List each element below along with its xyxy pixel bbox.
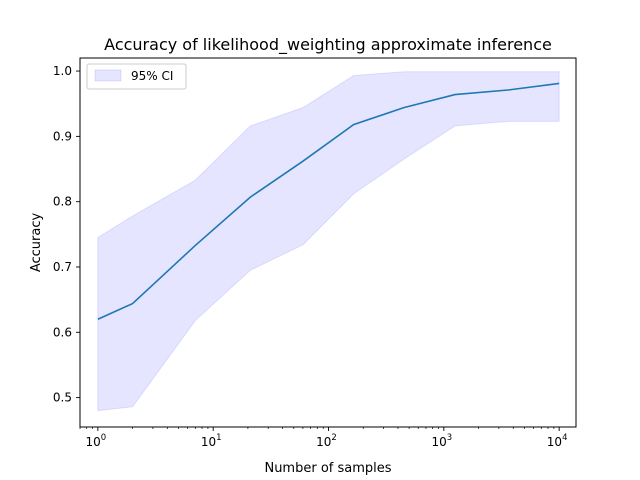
legend-label-ci: 95% CI [131,69,173,83]
y-tick-label: 1.0 [53,64,72,78]
y-axis-label: Accuracy [29,213,44,273]
plot-area [97,71,560,412]
axes-frame [79,57,577,428]
y-tick-label: 0.7 [53,260,72,274]
series-line [97,82,560,320]
y-tick-label: 0.9 [53,129,72,143]
y-axis-ticks: 0.5 0.6 0.7 0.8 0.9 1.0 [53,64,80,405]
x-tick-label: 103 [431,433,452,449]
x-axis-label: Number of samples [264,461,391,476]
x-tick-label: 102 [316,433,337,449]
y-tick-label: 0.8 [53,195,72,209]
x-tick-label: 100 [86,433,107,449]
x-axis-ticks: 100 101 102 103 104 [79,427,568,449]
chart-title: Accuracy of likelihood_weighting approxi… [104,35,552,55]
x-tick-label: 101 [201,433,222,449]
x-tick-label: 104 [547,433,568,449]
legend-box [86,63,187,90]
y-tick-label: 0.5 [53,391,72,405]
legend-swatch-ci [94,69,122,82]
y-tick-label: 0.6 [53,325,72,339]
ci-band [97,71,560,412]
legend: 95% CI [86,63,187,90]
